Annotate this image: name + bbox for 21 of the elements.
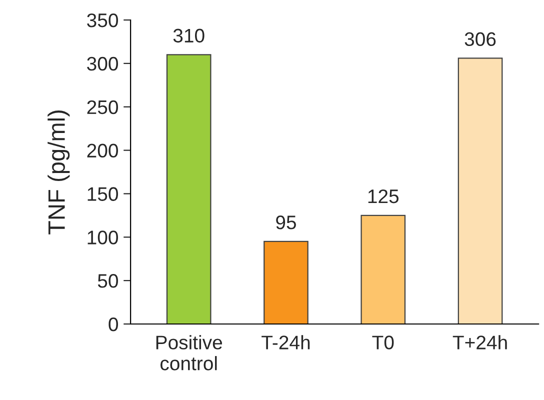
bar bbox=[166, 54, 212, 324]
y-tick-label: 50 bbox=[98, 274, 118, 288]
bar bbox=[264, 240, 308, 324]
y-tick-label: 300 bbox=[87, 56, 118, 71]
y-tick-label: 0 bbox=[108, 317, 118, 332]
x-tick-label: Positive control bbox=[156, 335, 222, 370]
x-tick-label: T0 bbox=[372, 336, 394, 350]
y-tick-label: 150 bbox=[88, 187, 118, 201]
x-tick-label: T-24h bbox=[262, 335, 310, 350]
x-tick-label: T+24h bbox=[452, 335, 507, 350]
bar bbox=[360, 214, 406, 324]
y-tick-label: 250 bbox=[87, 100, 118, 114]
y-tick-label: 100 bbox=[88, 230, 118, 244]
bar bbox=[458, 58, 503, 324]
y-tick-label: 350 bbox=[87, 13, 118, 28]
data-label: 306 bbox=[464, 32, 496, 46]
data-label: 125 bbox=[368, 189, 399, 204]
y-axis-title: TNF (pg/ml) bbox=[48, 110, 70, 234]
data-label: 95 bbox=[276, 216, 296, 230]
data-label: 310 bbox=[173, 28, 204, 43]
y-tick-label: 200 bbox=[87, 144, 118, 158]
